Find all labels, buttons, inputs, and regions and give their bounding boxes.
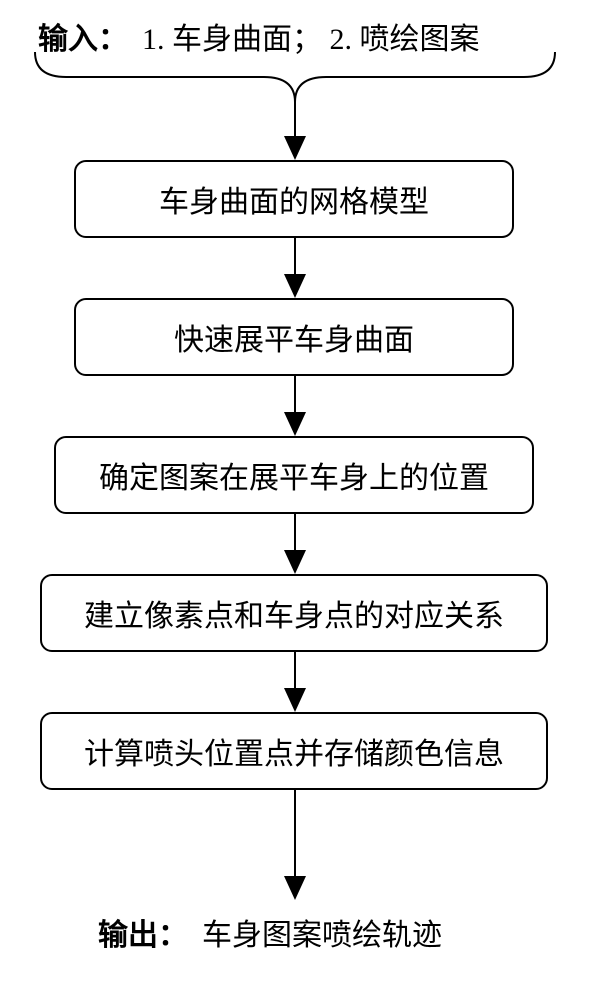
output-text: 车身图案喷绘轨迹 [202,910,442,954]
arrows-layer [0,0,589,1000]
output-label: 输出： [98,910,188,954]
flowchart-container: 输入： 1. 车身曲面； 2. 喷绘图案 车身曲面的网格模型 快速展平车身曲面 … [0,0,589,1000]
output-row: 输出： 车身图案喷绘轨迹 [98,910,442,954]
